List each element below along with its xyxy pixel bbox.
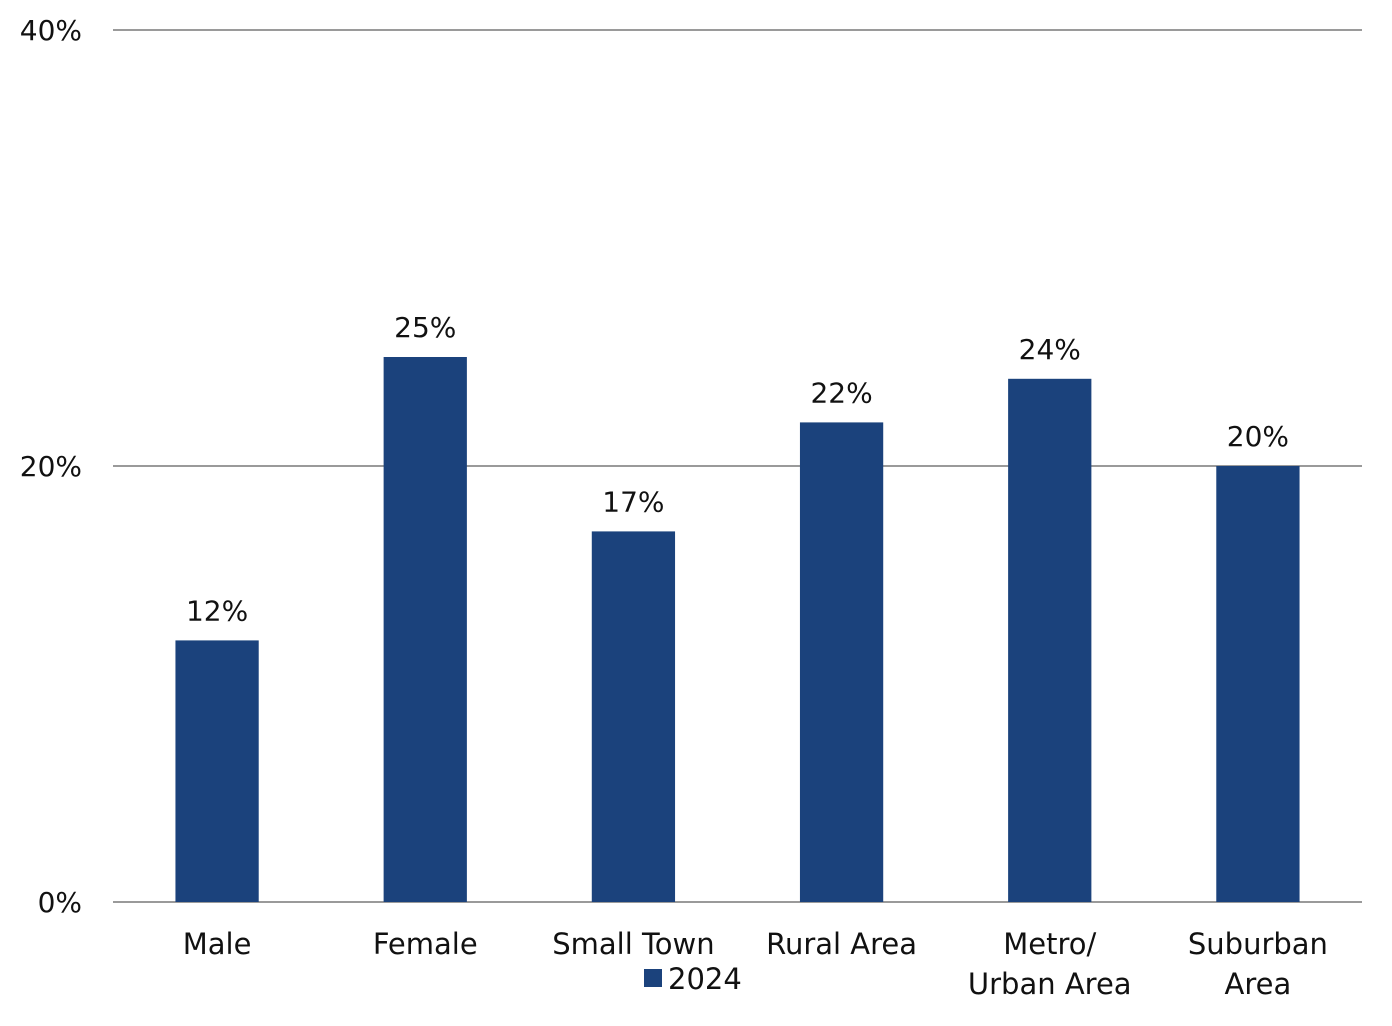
data-label-male: 12% bbox=[186, 594, 248, 627]
category-label-line: Female bbox=[373, 927, 478, 961]
data-labels: 12% 25% 17% 22% 24% 20% bbox=[186, 311, 1289, 627]
category-label-male: Male bbox=[183, 927, 252, 961]
y-tick-label-20: 20% bbox=[20, 450, 82, 483]
bar-female bbox=[383, 357, 467, 902]
legend: 2024 bbox=[644, 962, 742, 996]
category-label-female: Female bbox=[373, 927, 478, 961]
gridlines bbox=[113, 29, 1362, 903]
data-label-metro-urban-area: 24% bbox=[1019, 333, 1081, 366]
bar-metro-urban-area bbox=[1008, 378, 1092, 902]
category-label-metro-urban-area: Metro/Urban Area bbox=[968, 927, 1132, 1001]
bars bbox=[175, 357, 1300, 902]
category-label-line: Rural Area bbox=[766, 927, 917, 961]
category-label-line: Metro/ bbox=[1003, 927, 1096, 961]
data-label-rural-area: 22% bbox=[810, 376, 872, 409]
x-axis-category-labels: Male Female Small Town Rural Area Metro/Urba… bbox=[183, 927, 1328, 1001]
data-label-female: 25% bbox=[394, 311, 456, 344]
bar-rural-area bbox=[799, 422, 884, 902]
category-label-line: Area bbox=[1225, 967, 1292, 1001]
y-tick-label-0: 0% bbox=[38, 886, 82, 919]
bar-small-town bbox=[591, 531, 676, 902]
legend-swatch-2024 bbox=[644, 969, 662, 987]
y-tick-label-40: 40% bbox=[20, 14, 82, 47]
category-label-small-town: Small Town bbox=[552, 927, 714, 961]
category-label-line: Suburban bbox=[1188, 927, 1328, 961]
category-label-line: Small Town bbox=[552, 927, 714, 961]
bar-suburban-area bbox=[1216, 466, 1300, 902]
legend-label-2024: 2024 bbox=[668, 962, 742, 996]
bar-male bbox=[175, 640, 259, 902]
data-label-small-town: 17% bbox=[602, 485, 664, 518]
category-label-line: Male bbox=[183, 927, 252, 961]
data-label-suburban-area: 20% bbox=[1227, 420, 1289, 453]
category-label-rural-area: Rural Area bbox=[766, 927, 917, 961]
category-label-line: Urban Area bbox=[968, 967, 1132, 1001]
y-axis-tick-labels: 0% 20% 40% bbox=[20, 14, 82, 919]
category-label-suburban-area: Suburban Area bbox=[1188, 927, 1328, 1001]
